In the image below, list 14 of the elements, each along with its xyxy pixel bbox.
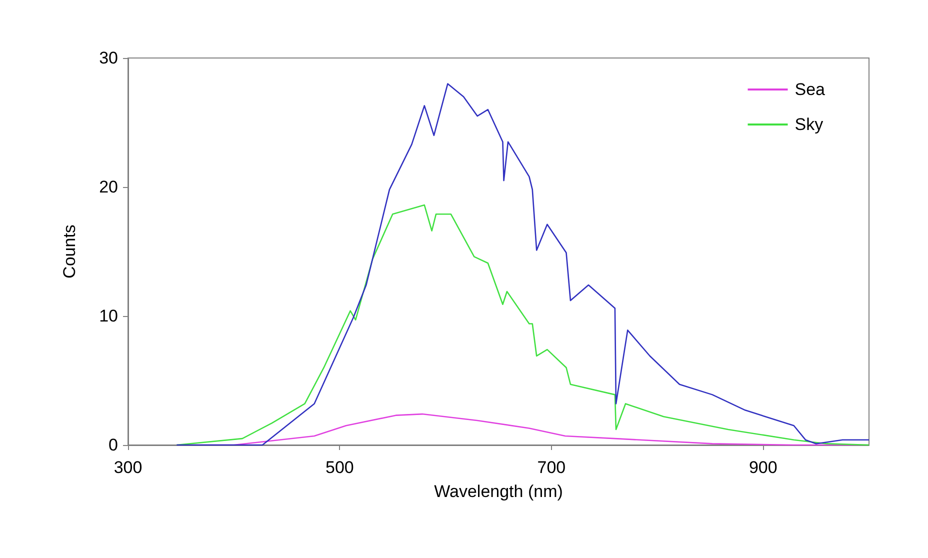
y-tick-label: 0: [108, 436, 118, 454]
x-tick-label: 700: [537, 458, 566, 477]
line-series: [176, 204, 870, 446]
y-tick-label: 30: [99, 48, 118, 68]
x-axis-title: Wavelength (nm): [434, 482, 563, 501]
y-tick-label: 20: [99, 178, 118, 196]
line-series: [176, 83, 870, 446]
y-tick-label: 10: [99, 306, 118, 326]
y-axis-title: Counts: [60, 224, 79, 278]
x-tick-label: 500: [326, 458, 354, 477]
x-tick-label: 900: [748, 458, 778, 477]
legend-label: Sea: [794, 80, 826, 99]
x-tick-label: 300: [114, 458, 142, 477]
legend-label: Sky: [794, 115, 824, 134]
